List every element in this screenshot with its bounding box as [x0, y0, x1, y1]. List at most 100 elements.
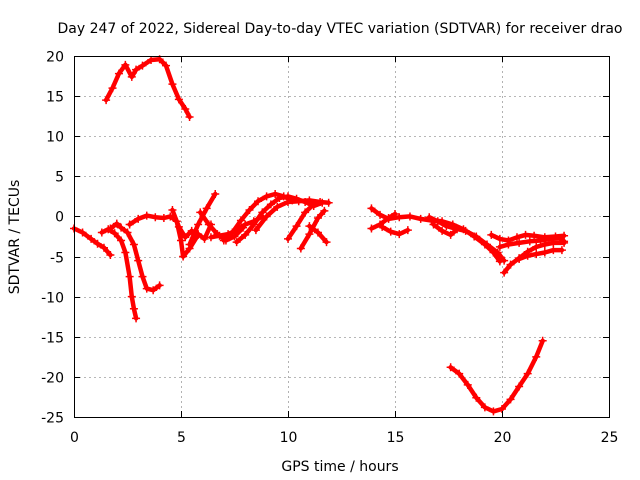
data-point [125, 220, 134, 229]
data-point [305, 196, 314, 205]
data-point [294, 197, 303, 206]
data-point [493, 248, 502, 257]
data-point [254, 197, 263, 206]
data-point [273, 202, 282, 211]
data-point [495, 234, 504, 243]
y-tick-label: 10 [46, 130, 64, 146]
data-point [429, 220, 438, 229]
data-point [532, 250, 541, 259]
data-point [515, 254, 524, 263]
data-point [296, 244, 305, 253]
series-arc-19 [425, 213, 509, 265]
data-point [506, 260, 515, 269]
data-point [127, 72, 136, 81]
data-series [70, 55, 569, 416]
series-arc-12 [251, 196, 333, 235]
data-point [324, 198, 333, 207]
data-point [376, 210, 385, 219]
data-point [230, 232, 239, 241]
series-arc-13 [284, 200, 318, 243]
data-point [117, 236, 126, 245]
y-tick-label: 5 [55, 170, 64, 186]
data-point [232, 238, 241, 247]
data-point [271, 189, 280, 198]
data-point [168, 206, 177, 215]
data-point [521, 230, 530, 239]
data-point [138, 61, 147, 70]
data-point [378, 222, 387, 231]
data-point [442, 222, 451, 231]
data-point [480, 403, 489, 412]
series-line [285, 202, 316, 242]
data-point [142, 211, 151, 220]
data-point [540, 248, 549, 257]
data-point [138, 272, 147, 281]
data-point [149, 286, 158, 295]
data-point [125, 272, 134, 281]
data-point [500, 256, 509, 265]
data-point [181, 104, 190, 113]
data-point [386, 227, 395, 236]
data-point [87, 234, 96, 243]
data-point [395, 213, 404, 222]
series-line [108, 221, 162, 293]
y-tick-label: -15 [41, 331, 64, 347]
data-point [463, 380, 472, 389]
x-tick-label: 20 [494, 430, 512, 446]
series-arc-4 [106, 219, 164, 295]
data-point [262, 192, 271, 201]
data-point [313, 228, 322, 237]
data-point [523, 369, 532, 378]
data-point [142, 284, 151, 293]
data-point [236, 216, 245, 225]
y-tick-label: 15 [46, 90, 64, 106]
data-point [168, 80, 177, 89]
data-point [179, 252, 188, 261]
data-point [506, 395, 515, 404]
data-point [129, 240, 138, 249]
data-point [266, 200, 275, 209]
series-arc-24 [515, 246, 566, 263]
data-point [525, 237, 534, 246]
data-point [134, 214, 143, 223]
plot-frame [74, 56, 610, 418]
data-point [433, 217, 442, 226]
series-arc-22 [495, 234, 569, 251]
data-point [453, 225, 462, 234]
data-point [512, 233, 521, 242]
data-point [194, 220, 203, 229]
series-line [298, 208, 327, 251]
data-point [500, 268, 509, 277]
series-arc-1 [70, 224, 115, 259]
data-point [162, 61, 171, 70]
y-tick-label: -25 [41, 411, 64, 427]
data-point [134, 256, 143, 265]
x-tick-label: 25 [601, 430, 619, 446]
data-point [425, 213, 434, 222]
series-line [369, 211, 398, 231]
data-point [215, 231, 224, 240]
series-arc-16 [367, 204, 504, 266]
data-point [241, 220, 250, 229]
data-point [523, 251, 532, 260]
data-point [540, 240, 549, 249]
data-point [395, 230, 404, 239]
data-point [461, 226, 470, 235]
data-point [284, 234, 292, 243]
x-tick-label: 10 [280, 430, 298, 446]
data-point [538, 336, 547, 345]
series-line [448, 338, 545, 414]
data-point [219, 236, 228, 245]
data-point [127, 292, 136, 301]
data-point [132, 314, 141, 323]
data-point [305, 230, 314, 239]
data-point [211, 189, 220, 198]
data-point [185, 112, 194, 121]
data-point [204, 220, 213, 229]
data-point [292, 222, 301, 231]
data-point [515, 238, 524, 247]
data-point [367, 204, 376, 213]
data-point [530, 231, 539, 240]
data-point [532, 352, 541, 361]
data-point [185, 240, 194, 249]
